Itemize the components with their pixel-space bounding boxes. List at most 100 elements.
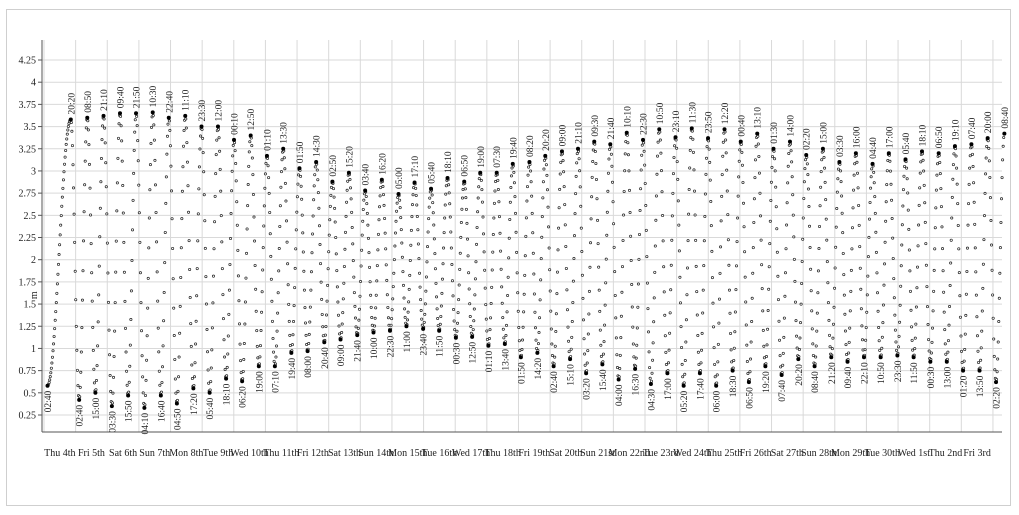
tide-point: [156, 299, 160, 303]
tide-point: [765, 343, 769, 347]
tide-point: [819, 170, 823, 174]
low-tide-time-label: 13:40: [501, 349, 511, 371]
tide-point: [870, 167, 874, 171]
tide-point: [946, 350, 950, 354]
tide-point: [192, 375, 196, 379]
x-tick-label: Fri 5th: [78, 448, 105, 459]
tide-point: [324, 313, 328, 317]
tide-point: [643, 181, 647, 185]
tide-point: [949, 261, 953, 265]
tide-point: [669, 263, 673, 267]
tide-point: [504, 334, 508, 338]
tide-point: [452, 319, 456, 323]
tide-point: [956, 223, 960, 227]
tide-point: [206, 368, 210, 372]
high-tide-marker: [722, 127, 727, 132]
low-tide-time-label: 01:10: [485, 351, 495, 373]
tide-point: [744, 300, 748, 304]
tide-point: [204, 275, 208, 279]
tide-point: [683, 372, 687, 376]
x-tick-label: Thu 2nd: [929, 448, 963, 459]
tide-point: [941, 269, 945, 273]
tide-point: [147, 246, 151, 250]
tide-point: [638, 209, 642, 213]
tide-point: [899, 284, 903, 288]
tide-point: [408, 273, 412, 277]
tide-point: [623, 152, 627, 156]
tide-point: [163, 230, 167, 234]
high-tide-time-label: 23:50: [705, 111, 715, 133]
tide-point: [952, 152, 956, 156]
tide-point: [587, 289, 591, 293]
tide-point: [858, 266, 862, 270]
tide-point: [353, 316, 357, 320]
tide-point: [653, 270, 657, 274]
tide-point: [853, 162, 857, 166]
tide-point: [501, 327, 505, 331]
tide-point: [431, 211, 435, 215]
low-tide-marker: [355, 333, 360, 338]
tide-point: [581, 318, 585, 322]
tide-point: [847, 340, 851, 344]
tide-point: [985, 144, 989, 148]
tide-point: [461, 188, 465, 192]
tide-point: [801, 216, 805, 220]
tide-point: [931, 309, 935, 313]
tide-point: [622, 213, 626, 217]
y-tick-label: 1: [31, 344, 36, 355]
tide-point: [89, 242, 93, 246]
low-tide-marker: [878, 355, 883, 360]
tide-point: [974, 270, 978, 274]
tide-point: [227, 312, 231, 316]
tide-point: [414, 186, 418, 190]
high-tide-time-label: 08:40: [1001, 107, 1010, 129]
tide-point: [464, 196, 468, 200]
high-tide-marker: [624, 130, 629, 135]
tide-point: [597, 265, 601, 269]
tide-point: [214, 153, 218, 157]
low-tide-marker: [845, 359, 850, 364]
high-tide-marker: [804, 152, 809, 157]
tide-point: [833, 266, 837, 270]
low-tide-time-label: 19:40: [288, 358, 298, 380]
tide-point: [692, 168, 696, 172]
tide-point: [63, 155, 67, 159]
tide-point: [607, 157, 611, 161]
tide-point: [443, 216, 447, 220]
tide-point: [202, 193, 206, 197]
tide-point: [403, 315, 407, 319]
tide-point: [184, 126, 188, 130]
high-tide-time-label: 19:40: [509, 137, 519, 159]
tide-point: [144, 378, 148, 382]
high-tide-time-label: 04:40: [869, 137, 879, 159]
tide-point: [171, 277, 175, 281]
tide-point: [971, 164, 975, 168]
tide-point: [433, 252, 437, 256]
tide-point: [687, 188, 691, 192]
tide-point: [890, 216, 894, 220]
tide-point: [466, 237, 470, 241]
tide-point: [911, 348, 915, 352]
tide-point: [987, 159, 991, 163]
tide-point: [98, 235, 102, 239]
tide-point: [465, 221, 469, 225]
tide-point: [857, 223, 861, 227]
tide-point: [91, 325, 95, 329]
tide-point: [642, 149, 646, 153]
tide-point: [143, 393, 147, 397]
tide-point: [284, 199, 288, 203]
tide-point: [373, 324, 377, 328]
tide-point: [302, 269, 306, 273]
tide-point: [392, 258, 396, 262]
high-tide-time-label: 09:30: [591, 115, 601, 137]
tide-point: [180, 189, 184, 193]
tide-point: [771, 155, 775, 159]
tide-point: [468, 315, 472, 319]
tide-point: [515, 250, 519, 254]
low-tide-time-label: 18:10: [223, 383, 233, 405]
high-tide-time-label: 16:00: [852, 126, 862, 148]
tide-point: [335, 285, 339, 289]
tide-point: [260, 290, 264, 294]
tide-point: [653, 244, 657, 248]
tide-point: [399, 216, 403, 220]
